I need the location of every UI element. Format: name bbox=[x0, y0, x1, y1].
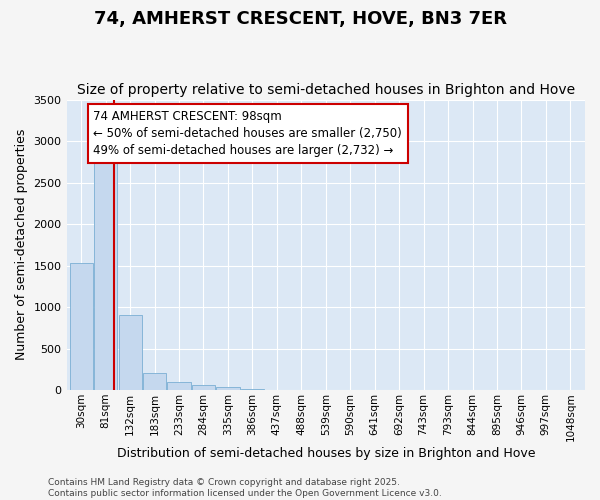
Bar bbox=[241, 389, 264, 390]
Title: Size of property relative to semi-detached houses in Brighton and Hove: Size of property relative to semi-detach… bbox=[77, 83, 575, 97]
Text: Contains HM Land Registry data © Crown copyright and database right 2025.
Contai: Contains HM Land Registry data © Crown c… bbox=[48, 478, 442, 498]
Text: 74, AMHERST CRESCENT, HOVE, BN3 7ER: 74, AMHERST CRESCENT, HOVE, BN3 7ER bbox=[94, 10, 506, 28]
Bar bbox=[192, 386, 215, 390]
Bar bbox=[70, 263, 93, 390]
Bar bbox=[167, 382, 191, 390]
Bar bbox=[143, 372, 166, 390]
Bar bbox=[217, 387, 239, 390]
X-axis label: Distribution of semi-detached houses by size in Brighton and Hove: Distribution of semi-detached houses by … bbox=[116, 447, 535, 460]
Y-axis label: Number of semi-detached properties: Number of semi-detached properties bbox=[15, 129, 28, 360]
Text: 74 AMHERST CRESCENT: 98sqm
← 50% of semi-detached houses are smaller (2,750)
49%: 74 AMHERST CRESCENT: 98sqm ← 50% of semi… bbox=[94, 110, 402, 158]
Bar bbox=[94, 161, 117, 390]
Bar bbox=[119, 316, 142, 390]
